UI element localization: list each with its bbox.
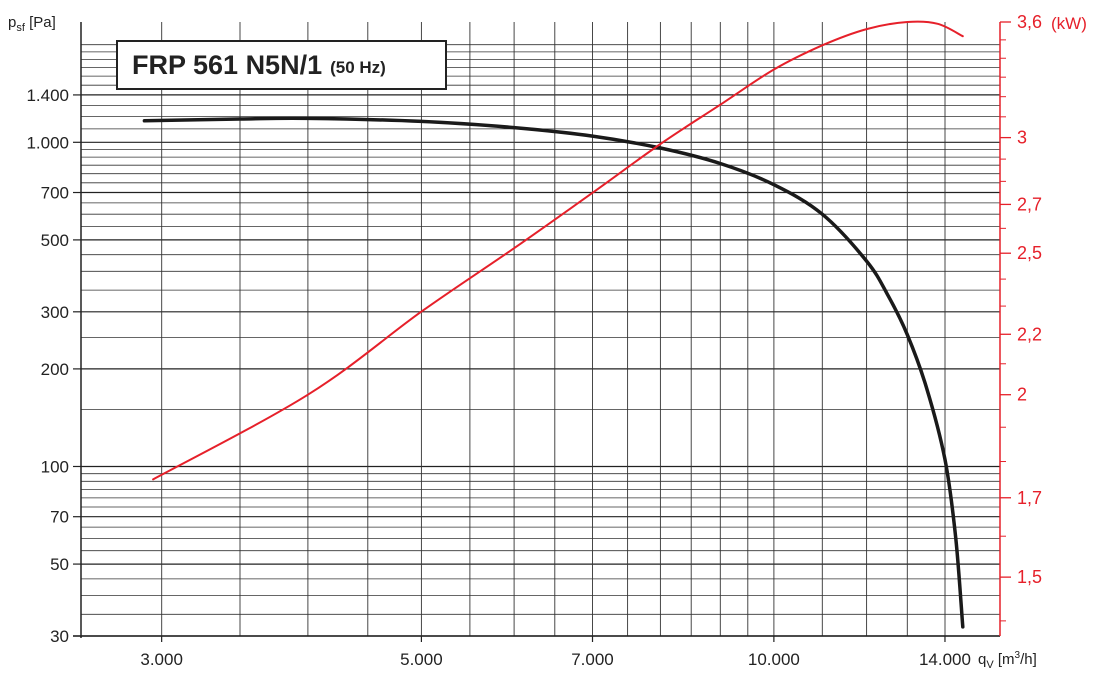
- pressure-curve: [142, 116, 965, 629]
- x-tick-label: 14.000: [919, 650, 971, 669]
- chart-title-box: FRP 561 N5N/1 (50 Hz): [116, 40, 447, 90]
- x-tick-label: 3.000: [140, 650, 183, 669]
- y-tick-label: 70: [50, 508, 69, 527]
- y2-tick-label: 3: [1017, 128, 1027, 148]
- x-tick-label: 10.000: [748, 650, 800, 669]
- y2-axis-label: (kW): [1051, 14, 1087, 33]
- y2-tick-label: 2,2: [1017, 324, 1042, 344]
- y2-tick-label: 2,5: [1017, 243, 1042, 263]
- x-axis-subscript: V: [986, 659, 994, 671]
- y-axis-symbol: p: [8, 14, 17, 31]
- x-axis-symbol: q: [978, 651, 987, 668]
- y-tick-label: 200: [41, 360, 69, 379]
- y-tick-label: 300: [41, 303, 69, 322]
- y-tick-label: 100: [41, 457, 69, 476]
- x-tick-label: 7.000: [571, 650, 614, 669]
- power-curve: [152, 20, 964, 481]
- chart-title: FRP 561 N5N/1: [132, 49, 323, 80]
- y2-tick-label: 3,6: [1017, 12, 1042, 32]
- x-axis-label: qV [m3/h]: [978, 650, 1037, 671]
- y-tick-label: 700: [41, 184, 69, 203]
- y2-tick-label: 1,7: [1017, 488, 1042, 508]
- y-axis-unit: [Pa]: [29, 14, 56, 31]
- x-tick-label: 5.000: [400, 650, 443, 669]
- y-tick-label: 30: [50, 627, 69, 646]
- y-tick-label: 1.000: [26, 133, 69, 152]
- chart-subtitle: (50 Hz): [330, 57, 386, 77]
- y-tick-label: 50: [50, 555, 69, 574]
- x-axis-unit-post: /h]: [1020, 651, 1037, 668]
- axes: [73, 21, 1011, 642]
- y-axis-subscript: sf: [16, 22, 25, 34]
- y2-tick-label: 1,5: [1017, 567, 1042, 587]
- y-tick-label: 500: [41, 231, 69, 250]
- grid: [81, 22, 1000, 637]
- y-tick-label: 1.400: [26, 86, 69, 105]
- tick-labels: 30 50 70 100 200 300 500 700 1.000 1.400 3.000 5.00…: [26, 12, 1042, 669]
- curves: [142, 20, 965, 629]
- x-axis-unit-sup: 3: [1014, 650, 1021, 661]
- y2-tick-label: 2,7: [1017, 194, 1042, 214]
- x-axis-unit-pre: [m: [997, 651, 1015, 668]
- y2-tick-label: 2: [1017, 385, 1027, 405]
- y-axis-label: psf [Pa]: [8, 14, 56, 34]
